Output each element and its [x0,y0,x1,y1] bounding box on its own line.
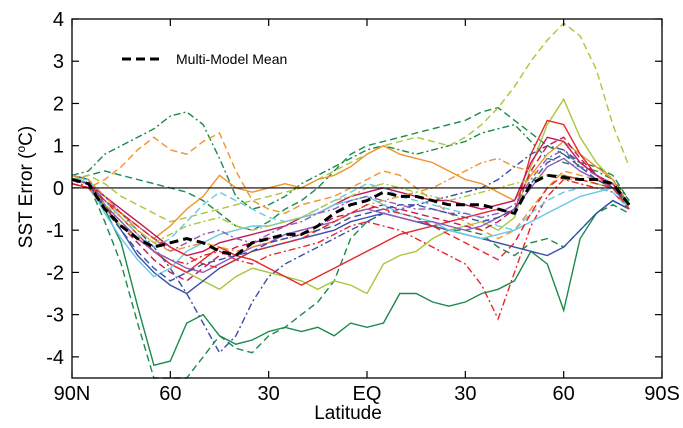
y-axis-title-unit: C) [16,126,37,146]
model-series-line [71,140,630,240]
model-series-line [71,174,630,295]
x-tick-label: EQ [353,383,382,405]
y-axis-title-sup: o [14,146,28,153]
y-axis-title: SST Error (oC) [14,126,37,248]
model-series-line [71,153,630,282]
model-series-line [72,178,630,248]
x-tick-label: 60 [553,383,575,405]
series-layer [71,22,630,379]
y-tick-label: 1 [53,136,64,158]
legend-label-mean: Multi-Model Mean [176,51,287,67]
model-series-line [71,174,630,269]
model-series-line [71,174,630,244]
y-tick-label: -4 [46,347,64,369]
plot-frame [71,18,663,379]
model-series-line [71,111,630,210]
x-tick-label: 30 [454,383,476,405]
y-tick-label: 3 [53,51,64,73]
model-series-line [71,22,630,223]
y-tick-label: 0 [53,178,64,200]
multi-model-mean-line [71,173,631,258]
y-tick-label: 2 [53,93,64,115]
model-series-line [71,144,630,354]
y-axis-title-main: SST Error ( [16,152,37,248]
model-series-line [71,106,630,231]
y-tick-label: -1 [46,220,64,242]
y-tick-label: -3 [46,305,64,327]
model-series-line [71,119,630,286]
x-tick-label: 90N [54,383,91,405]
y-tick-label: 4 [53,9,64,31]
legend: Multi-Model Mean [122,51,287,67]
x-axis-title: Latitude [314,403,382,424]
x-tick-label: 60 [159,383,181,405]
mean-layer [71,173,631,258]
x-tick-label: 90S [644,383,680,405]
model-series-line [71,174,630,367]
x-tick-label: 30 [258,383,280,405]
y-tick-label: -2 [46,262,64,284]
model-series-line [71,178,630,379]
model-series-line [71,157,630,253]
ticks-layer: -4 -3 -2 -1 0 1 2 3 4 90N 60 30 EQ 30 60 90S [46,9,680,405]
